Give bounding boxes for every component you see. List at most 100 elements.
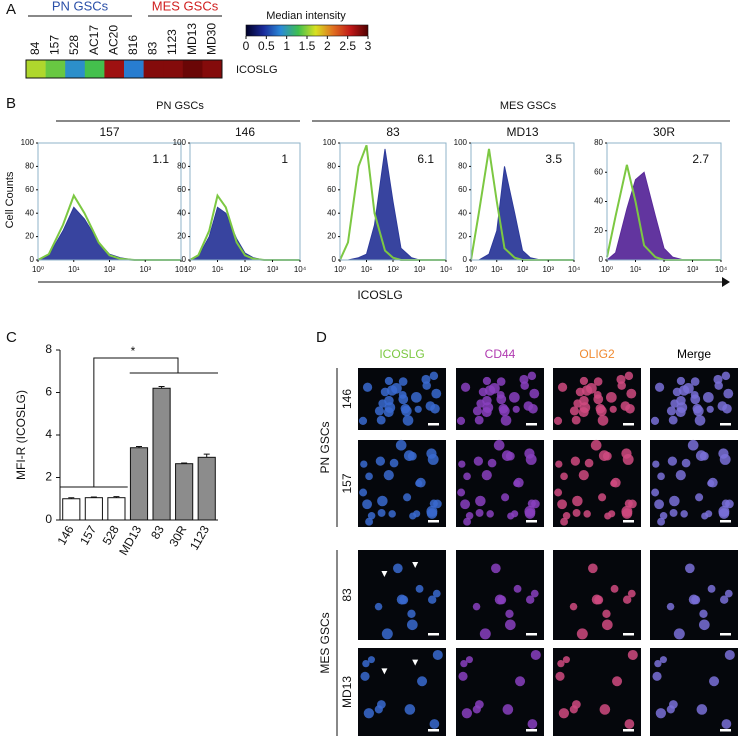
x-tick-label: 10³ [414, 265, 426, 274]
cell [695, 493, 704, 502]
heatmap-cell [26, 60, 46, 78]
error-bar [90, 496, 97, 498]
x-tick-label: 528 [100, 523, 122, 548]
scale-bar [720, 633, 731, 636]
cell [515, 676, 526, 687]
panel-title: MD13 [506, 125, 538, 139]
y-tick-label: 0 [332, 255, 337, 264]
cell [675, 470, 686, 481]
cell [465, 512, 474, 520]
cell [529, 388, 540, 399]
x-tick-label: 10⁰ [601, 265, 613, 274]
scale-bar [428, 729, 439, 732]
cell [723, 388, 734, 399]
x-tick-label: 10³ [139, 265, 151, 274]
cell [380, 387, 390, 397]
error-bar [203, 453, 210, 458]
column-label: AC17 [87, 25, 101, 55]
cell [530, 589, 539, 598]
column-header: CD44 [485, 347, 516, 361]
cell [504, 619, 516, 631]
y-axis-title: Cell Counts [4, 171, 16, 228]
x-tick-label: 10² [658, 265, 670, 274]
cell [463, 517, 472, 526]
cell [703, 391, 714, 403]
group-label: PN GSCs [318, 421, 332, 473]
cell [421, 374, 431, 384]
cell [719, 595, 729, 604]
cell [610, 479, 618, 487]
scale-bar [720, 520, 731, 523]
cell [570, 456, 581, 466]
cell [404, 704, 416, 715]
cell [654, 659, 662, 668]
scale-bar [526, 520, 537, 523]
cell [425, 401, 436, 411]
x-tick-label: 10¹ [491, 265, 503, 274]
cell [609, 405, 617, 413]
cell [572, 508, 581, 517]
heatmap-cell [163, 60, 184, 78]
y-tick-label: 100 [454, 138, 468, 147]
cell [460, 499, 470, 510]
cell [562, 656, 570, 664]
y-axis-title: MFI-R (ICOSLG) [14, 390, 28, 480]
heatmap-cell [182, 60, 203, 78]
cell [513, 479, 521, 487]
cell [608, 510, 616, 518]
cell [525, 454, 537, 465]
panel-title: 157 [99, 125, 119, 139]
cell [403, 493, 412, 502]
cell [693, 405, 704, 417]
cell [667, 456, 678, 466]
column-label: 1123 [165, 29, 179, 55]
y-tick-label: 0 [599, 255, 604, 264]
cell [571, 415, 581, 425]
scale-bar [720, 423, 731, 426]
cell [659, 512, 668, 520]
cell [530, 649, 541, 660]
cell [690, 394, 701, 405]
cell [524, 505, 536, 517]
y-tick-label: 20 [327, 232, 336, 241]
cell [622, 595, 632, 604]
colorbar-tick-label: 2 [324, 39, 331, 53]
row-label: MD13 [340, 676, 354, 708]
cell [721, 719, 732, 729]
error-bar [68, 497, 75, 499]
bar [107, 497, 126, 521]
column-label: 83 [146, 41, 160, 55]
cell [377, 495, 388, 507]
row-label: 157 [340, 473, 354, 493]
cell [558, 708, 570, 719]
stain-area [471, 166, 574, 261]
cell [360, 460, 368, 468]
x-tick-label: 83 [148, 523, 167, 542]
row-label: 146 [340, 389, 354, 409]
x-tick-label: 10¹ [361, 265, 373, 274]
cell [627, 649, 638, 660]
column-label: MD13 [185, 23, 199, 55]
significance-mark: * [131, 344, 136, 358]
cell [691, 595, 701, 605]
cell [501, 493, 510, 502]
column-label: AC20 [106, 25, 120, 55]
cell [460, 659, 468, 668]
x-tick-label: 10⁰ [334, 265, 346, 274]
cell [427, 454, 439, 465]
cell [398, 394, 409, 405]
cell [572, 700, 581, 709]
cell [669, 508, 678, 517]
cell [389, 458, 399, 468]
cell [399, 595, 409, 605]
cell [569, 406, 579, 416]
ratio-annotation: 6.1 [417, 152, 434, 166]
cell [491, 563, 501, 574]
cell [365, 517, 374, 526]
y-tick-label: 40 [25, 208, 34, 217]
column-label: 528 [67, 35, 81, 55]
colorbar-tick-label: 0.5 [258, 39, 275, 53]
cell [401, 405, 412, 417]
cell [381, 628, 393, 640]
cell [685, 563, 695, 574]
